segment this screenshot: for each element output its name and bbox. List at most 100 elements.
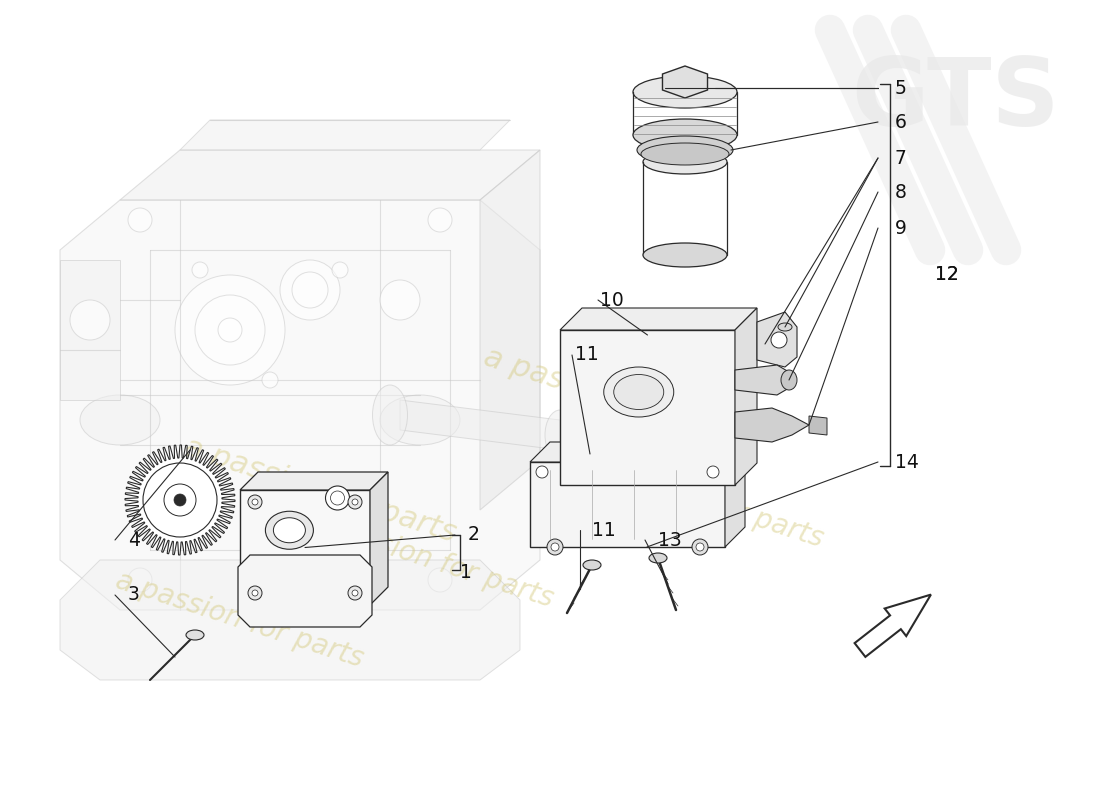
Polygon shape xyxy=(725,442,745,547)
Text: 12: 12 xyxy=(935,266,959,285)
Text: 11: 11 xyxy=(575,346,598,365)
Polygon shape xyxy=(530,442,745,462)
Ellipse shape xyxy=(649,553,667,563)
Circle shape xyxy=(128,568,152,592)
Text: 8: 8 xyxy=(895,182,906,202)
Ellipse shape xyxy=(265,511,313,550)
Ellipse shape xyxy=(379,395,460,445)
Circle shape xyxy=(326,486,350,510)
Text: a passion for parts: a passion for parts xyxy=(180,432,460,548)
Text: a passion for parts: a passion for parts xyxy=(302,506,558,614)
Ellipse shape xyxy=(644,150,727,174)
Polygon shape xyxy=(855,594,931,657)
Ellipse shape xyxy=(614,374,663,410)
Text: a passion for parts: a passion for parts xyxy=(112,566,367,674)
Text: 2: 2 xyxy=(468,526,480,545)
Ellipse shape xyxy=(637,136,733,164)
Circle shape xyxy=(192,482,208,498)
Circle shape xyxy=(252,499,258,505)
Circle shape xyxy=(248,586,262,600)
Text: 4: 4 xyxy=(128,530,140,550)
Ellipse shape xyxy=(632,119,737,151)
Polygon shape xyxy=(238,555,372,627)
Circle shape xyxy=(330,491,344,505)
Circle shape xyxy=(195,295,265,365)
Text: 7: 7 xyxy=(895,149,906,167)
Polygon shape xyxy=(757,312,798,367)
Ellipse shape xyxy=(583,560,601,570)
Polygon shape xyxy=(240,490,370,605)
Circle shape xyxy=(428,568,452,592)
Text: 5: 5 xyxy=(895,78,906,98)
Circle shape xyxy=(332,262,348,278)
Text: 9: 9 xyxy=(895,218,906,238)
Polygon shape xyxy=(735,408,808,442)
Polygon shape xyxy=(735,308,757,485)
Text: 13: 13 xyxy=(658,530,682,550)
Circle shape xyxy=(280,260,340,320)
Polygon shape xyxy=(180,120,510,150)
Circle shape xyxy=(332,482,348,498)
Circle shape xyxy=(292,272,328,308)
Circle shape xyxy=(771,332,786,348)
Ellipse shape xyxy=(186,630,204,640)
Circle shape xyxy=(379,280,420,320)
Text: 14: 14 xyxy=(895,453,918,471)
Circle shape xyxy=(218,318,242,342)
Ellipse shape xyxy=(604,367,673,417)
Circle shape xyxy=(174,494,186,506)
Polygon shape xyxy=(530,462,725,547)
Polygon shape xyxy=(240,472,388,490)
Circle shape xyxy=(707,466,719,478)
Circle shape xyxy=(262,372,278,388)
Text: 6: 6 xyxy=(895,113,906,131)
Circle shape xyxy=(348,495,362,509)
Text: a passion for parts: a passion for parts xyxy=(480,342,760,458)
Polygon shape xyxy=(662,66,707,98)
Ellipse shape xyxy=(632,76,737,108)
Polygon shape xyxy=(120,150,540,200)
Polygon shape xyxy=(560,330,735,485)
Ellipse shape xyxy=(641,143,729,165)
Circle shape xyxy=(428,208,452,232)
Polygon shape xyxy=(480,150,540,510)
Circle shape xyxy=(696,543,704,551)
Circle shape xyxy=(128,208,152,232)
Polygon shape xyxy=(60,260,120,400)
Circle shape xyxy=(352,590,358,596)
Polygon shape xyxy=(60,560,520,680)
Circle shape xyxy=(164,484,196,516)
Circle shape xyxy=(143,463,217,537)
Polygon shape xyxy=(370,472,388,605)
Polygon shape xyxy=(735,365,789,395)
Circle shape xyxy=(252,590,258,596)
Text: 10: 10 xyxy=(600,290,624,310)
Circle shape xyxy=(547,539,563,555)
Circle shape xyxy=(348,586,362,600)
Circle shape xyxy=(70,300,110,340)
Polygon shape xyxy=(60,200,540,610)
Circle shape xyxy=(192,262,208,278)
Ellipse shape xyxy=(373,385,407,445)
Text: 3: 3 xyxy=(128,586,140,605)
Ellipse shape xyxy=(778,323,792,331)
Ellipse shape xyxy=(274,518,306,542)
Text: 11: 11 xyxy=(592,521,616,539)
Polygon shape xyxy=(125,445,235,555)
Ellipse shape xyxy=(544,410,575,460)
Ellipse shape xyxy=(781,370,798,390)
Circle shape xyxy=(536,466,548,478)
Polygon shape xyxy=(560,308,757,330)
Text: 12: 12 xyxy=(935,266,959,285)
Circle shape xyxy=(551,543,559,551)
Circle shape xyxy=(692,539,708,555)
Polygon shape xyxy=(808,416,827,435)
Circle shape xyxy=(352,499,358,505)
Circle shape xyxy=(248,495,262,509)
Ellipse shape xyxy=(644,243,727,267)
Text: GTS: GTS xyxy=(850,54,1059,146)
Polygon shape xyxy=(400,400,560,450)
Text: 1: 1 xyxy=(460,562,472,582)
Ellipse shape xyxy=(80,395,160,445)
Text: a passion for parts: a passion for parts xyxy=(572,446,827,554)
